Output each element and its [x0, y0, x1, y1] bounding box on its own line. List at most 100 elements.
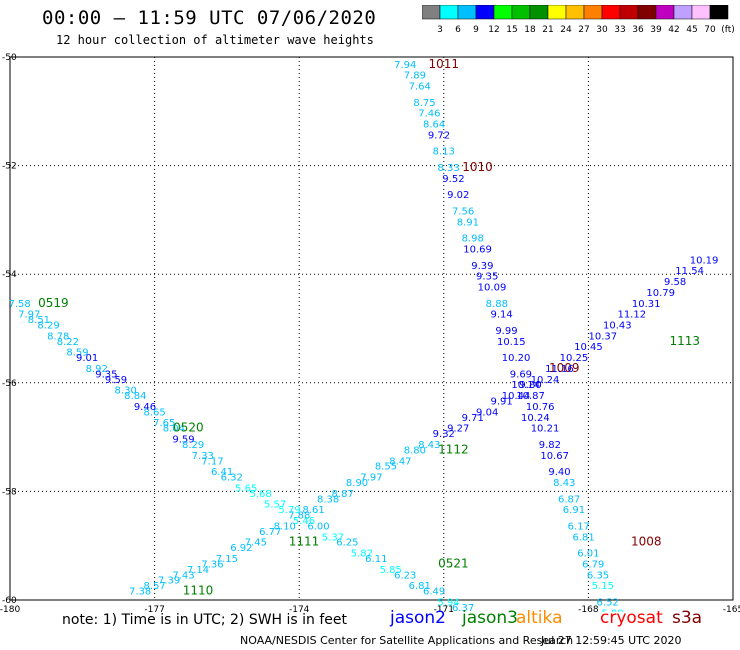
satellite-legend-item: altika [516, 608, 563, 628]
wave-height-point: 10.19 [690, 255, 719, 266]
y-tick-label: -52 [2, 162, 17, 172]
wave-height-point: 8.87 [331, 489, 353, 500]
wave-height-point: 10.37 [589, 331, 618, 342]
wave-height-point: 8.43 [553, 478, 575, 489]
wave-height-point: 10.14 [511, 380, 540, 391]
wave-height-point: 6.87 [558, 494, 580, 505]
wave-height-point: 6.32 [221, 473, 243, 484]
wave-height-point: 9.71 [462, 413, 484, 424]
wave-height-point: 9.01 [76, 353, 98, 364]
y-tick-label: -54 [2, 270, 17, 280]
wave-height-point: 8.30 [115, 386, 137, 397]
wave-height-point: 7.33 [192, 451, 214, 462]
color-scale-label: 24 [560, 25, 572, 35]
wave-height-point: 8.04 [163, 424, 185, 435]
pass-time-label: 0519 [38, 296, 69, 310]
wave-height-point: 5.57 [264, 500, 286, 511]
wave-height-point: 6.92 [230, 543, 252, 554]
wave-height-point: 10.67 [540, 451, 569, 462]
wave-height-point: 5.37 [322, 532, 344, 543]
wave-height-point: 9.14 [491, 310, 513, 321]
wave-height-point: 6.77 [259, 527, 281, 538]
y-tick-label: -58 [2, 487, 17, 497]
color-scale-label: 21 [542, 25, 553, 35]
y-tick-label: -60 [2, 596, 17, 606]
satellite-legend-item: s3a [672, 608, 703, 628]
pass-time-label: 1113 [670, 334, 701, 348]
pass-time-label: 1110 [183, 584, 214, 598]
color-scale-label: 33 [614, 25, 625, 35]
footer-timestamp: Jul 27 12:59:45 UTC 2020 [541, 634, 682, 647]
wave-height-point: 7.94 [394, 60, 416, 71]
plot-frame [9, 56, 734, 601]
wave-height-point: 9.27 [447, 424, 469, 435]
wave-height-point: 7.56 [452, 206, 474, 217]
wave-height-point: 8.59 [66, 348, 88, 359]
wave-height-point: 6.01 [577, 549, 599, 560]
wave-height-point: 9.46 [134, 402, 156, 413]
wave-height-point: 7.65 [153, 418, 175, 429]
satellite-legend-item: cryosat [600, 608, 663, 628]
color-scale-label: 70 [704, 25, 716, 35]
wave-height-point: 9.82 [539, 440, 561, 451]
wave-height-point: 6.52 [597, 597, 619, 608]
wave-height-point: 7.38 [129, 587, 151, 598]
wave-height-point: 11.12 [617, 310, 646, 321]
color-scale-label: 6 [455, 25, 461, 35]
wave-height-point: 10.45 [574, 342, 603, 353]
wave-height-point: 8.92 [86, 364, 108, 375]
wave-height-point: 8.78 [47, 331, 69, 342]
color-scale-label: 15 [506, 25, 517, 35]
wave-height-point: 8.29 [37, 321, 59, 332]
wave-height-point: 8.47 [389, 456, 411, 467]
x-tick-label: -171 [434, 605, 454, 612]
wave-height-point: 9.72 [428, 130, 450, 141]
wave-height-point: 8.84 [124, 391, 146, 402]
wave-height-point: 7.97 [18, 310, 40, 321]
satellite-legend-item: jason2 [390, 608, 446, 628]
y-tick-label: -56 [2, 379, 17, 389]
pass-time-label: 1111 [289, 535, 320, 549]
wave-height-point: 7.46 [418, 109, 440, 120]
page-title: 00:00 – 11:59 UTC 07/06/2020 [42, 7, 377, 29]
wave-height-point: 5.85 [380, 565, 402, 576]
wave-height-point: 7.43 [172, 570, 194, 581]
wave-height-point: 10.25 [560, 353, 589, 364]
pass-time-label: 1008 [631, 535, 662, 549]
wave-height-point: 7.64 [409, 82, 431, 93]
wave-height-point: 9.91 [491, 397, 513, 408]
color-scale-label: 42 [668, 25, 679, 35]
wave-height-point: 10.15 [497, 337, 526, 348]
wave-height-point: 6.17 [568, 521, 590, 532]
wave-height-point: 6.23 [394, 570, 416, 581]
y-tick-label: -50 [2, 53, 17, 63]
wave-height-point: 8.98 [462, 234, 484, 245]
wave-height-point: 5.15 [592, 581, 614, 592]
footer-note: note: 1) Time is in UTC; 2) SWH is in fe… [62, 612, 348, 628]
wave-height-point: 5.88 [601, 608, 623, 612]
wave-height-point: 9.58 [664, 277, 686, 288]
wave-height-point: 5.82 [351, 549, 373, 560]
wave-height-point: 8.22 [57, 337, 79, 348]
wave-height-point: 6.49 [423, 587, 445, 598]
wave-height-point: 6.00 [307, 521, 329, 532]
wave-height-point: 6.81 [572, 532, 594, 543]
wave-height-point: 8.51 [28, 315, 50, 326]
wave-height-point: 10.24 [521, 413, 550, 424]
wave-height-point: 7.89 [404, 71, 426, 82]
wave-height-point: 8.10 [274, 521, 296, 532]
x-tick-label: -174 [289, 605, 310, 612]
wave-height-point: 8.61 [303, 505, 325, 516]
wave-height-point: 6.11 [365, 554, 387, 565]
pass-time-label: 1009 [549, 361, 580, 375]
wave-height-point: 8.57 [143, 581, 165, 592]
x-tick-label: -168 [578, 605, 599, 612]
wave-height-point: 9.39 [471, 261, 493, 272]
pass-time-label: 1010 [462, 160, 493, 174]
color-scale-label: (ft) [721, 25, 734, 35]
color-scale-label: 27 [578, 25, 589, 35]
color-scale-label: 36 [632, 25, 644, 35]
wave-height-point: 6.79 [582, 559, 604, 570]
color-scale-label: 45 [686, 25, 697, 35]
color-scale-label: 3 [437, 25, 443, 35]
